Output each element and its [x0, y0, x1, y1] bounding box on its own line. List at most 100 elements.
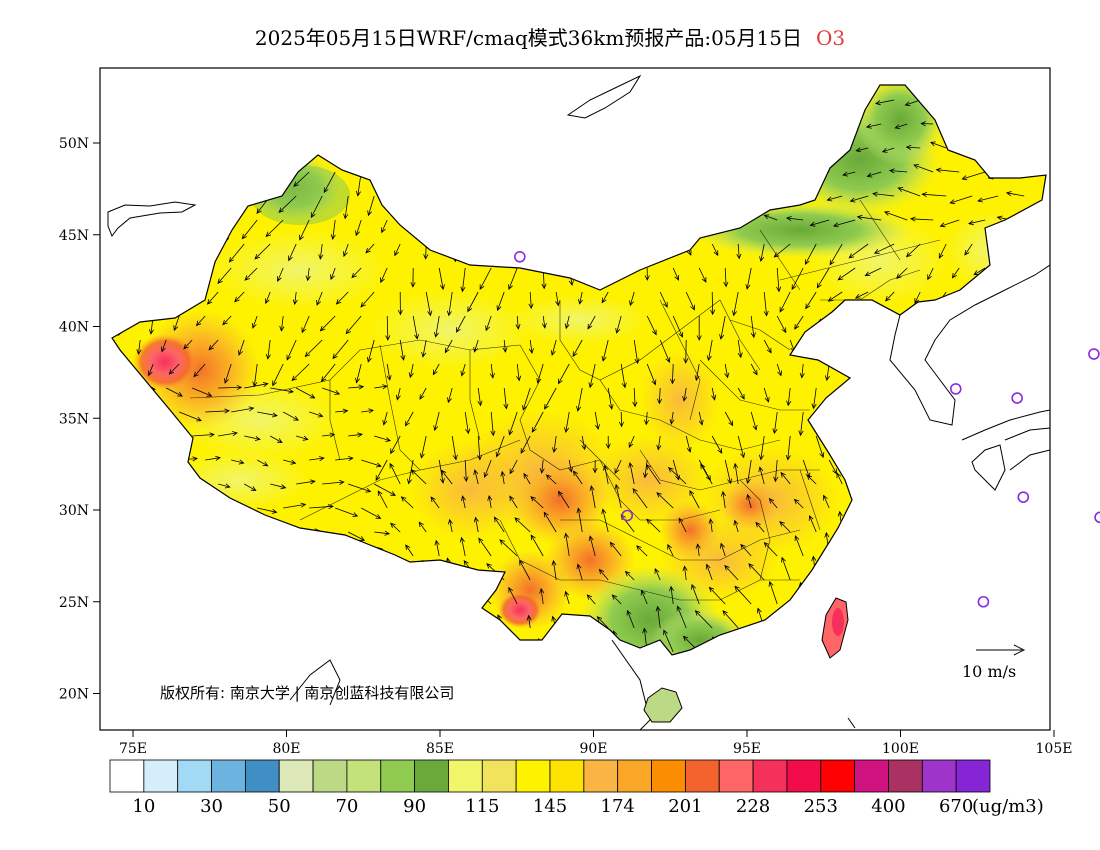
wind-arrow-icon	[374, 483, 397, 496]
wind-arrow-icon	[759, 243, 765, 262]
wind-arrow-icon	[724, 363, 730, 379]
wind-arrow-icon	[842, 171, 856, 177]
wind-arrow-icon	[244, 483, 257, 491]
lon-tick-label: 105E	[1036, 741, 1073, 757]
wind-arrow-icon	[785, 435, 791, 461]
wind-arrow-icon	[837, 267, 856, 281]
wind-arrow-icon	[748, 563, 765, 581]
colorbar-tick-label: 670	[939, 796, 973, 817]
wind-arrow-icon	[147, 363, 154, 377]
station-marker-icon	[977, 595, 990, 608]
wind-arrow-icon	[874, 99, 895, 106]
colorbar-swatch	[448, 759, 483, 793]
wind-arrow-icon	[694, 363, 700, 382]
wind-arrow-icon	[695, 543, 701, 557]
wind-arrow-icon	[479, 267, 492, 290]
wind-arrow-icon	[304, 339, 323, 358]
wind-arrow-icon	[564, 315, 570, 330]
colorbar-tick-label: 50	[268, 796, 291, 817]
wind-arrow-icon	[776, 315, 787, 334]
wind-arrow-icon	[596, 616, 609, 629]
wind-arrow-icon	[430, 496, 440, 509]
wind-arrow-icon	[586, 594, 596, 605]
wind-arrow-icon	[375, 459, 388, 482]
wind-arrow-icon	[786, 387, 792, 407]
wind-arrow-icon	[827, 291, 843, 302]
wind-arrow-icon	[961, 171, 986, 181]
wind-arrow-icon	[322, 387, 341, 395]
wind-arrow-icon	[218, 384, 243, 391]
wind-arrow-icon	[523, 472, 531, 485]
wind-arrow-icon	[464, 411, 471, 435]
wind-arrow-icon	[244, 435, 261, 441]
wind-arrow-icon	[724, 411, 734, 427]
wind-arrow-icon	[503, 387, 509, 410]
wind-arrow-icon	[405, 544, 414, 557]
wind-arrow-icon	[330, 267, 336, 281]
wind-arrow-icon	[855, 147, 869, 153]
wind-arrow-icon	[292, 291, 298, 306]
wind-arrow-icon	[473, 339, 479, 353]
wind-arrow-icon	[551, 559, 557, 581]
lat-tick-label: 45N	[59, 228, 89, 244]
wind-arrow-icon	[438, 267, 445, 291]
wind-arrow-icon	[421, 339, 427, 358]
wind-arrow-icon	[700, 463, 713, 485]
wind-arrow-icon	[459, 536, 466, 557]
wind-arrow-icon	[296, 387, 316, 399]
wind-arrow-icon	[763, 214, 778, 221]
wind-arrow-icon	[776, 363, 783, 377]
wind-arrow-icon	[781, 556, 791, 581]
wind-arrow-icon	[316, 291, 323, 306]
wind-arrow-icon	[935, 167, 960, 173]
wind-arrow-icon	[390, 522, 401, 533]
wind-arrow-icon	[676, 605, 687, 629]
station-marker-icon	[1017, 491, 1030, 503]
wind-arrow-icon	[166, 387, 184, 397]
wind-arrow-icon	[811, 387, 817, 410]
wind-arrow-icon	[733, 462, 739, 485]
station-marker-icon	[1011, 392, 1023, 404]
wind-arrow-icon	[291, 363, 310, 382]
colorbar-swatch	[312, 759, 348, 793]
wind-arrow-icon	[374, 530, 391, 536]
wind-arrow-icon	[736, 243, 742, 260]
wind-arrow-icon	[335, 408, 349, 414]
wind-arrow-icon	[646, 363, 657, 386]
wind-arrow-icon	[296, 435, 309, 441]
wind-arrow-icon	[848, 243, 869, 259]
wind-arrow-icon	[222, 315, 232, 326]
wind-arrow-icon	[711, 243, 719, 257]
wind-arrow-icon	[234, 291, 245, 303]
wind-arrow-icon	[451, 435, 458, 461]
wind-arrow-icon	[348, 483, 372, 493]
wind-arrow-icon	[361, 408, 375, 414]
wind-arrow-icon	[519, 559, 531, 581]
wind-arrow-icon	[809, 219, 830, 227]
wind-arrow-icon	[663, 629, 674, 653]
wind-arrow-icon	[270, 435, 283, 443]
colorbar-tick-label: 90	[403, 796, 426, 817]
wind-arrow-icon	[257, 507, 278, 514]
wind-arrow-icon	[722, 610, 739, 629]
wind-arrow-icon	[270, 387, 295, 394]
wind-arrow-icon	[136, 339, 142, 356]
wind-arrow-icon	[539, 587, 545, 605]
wind-arrow-icon	[508, 411, 518, 436]
wind-arrow-icon	[528, 291, 534, 310]
wind-arrow-icon	[592, 459, 598, 474]
wind-arrow-icon	[905, 243, 921, 258]
wind-arrow-icon	[804, 243, 817, 266]
wind-arrow-icon	[706, 339, 713, 362]
wind-arrow-icon	[598, 568, 609, 581]
wind-arrow-icon	[381, 219, 388, 234]
wind-arrow-icon	[799, 363, 805, 379]
title-text: 2025年05月15日WRF/cmaq模式36km预报产品:05月15日	[254, 26, 802, 50]
wind-arrow-icon	[192, 387, 213, 397]
wind-arrow-icon	[737, 435, 746, 459]
wind-arrow-icon	[682, 565, 688, 581]
wind-arrow-icon	[628, 435, 635, 449]
wind-arrow-icon	[366, 339, 375, 363]
station-marker-icon	[1088, 348, 1100, 360]
wind-arrow-icon	[432, 363, 440, 376]
